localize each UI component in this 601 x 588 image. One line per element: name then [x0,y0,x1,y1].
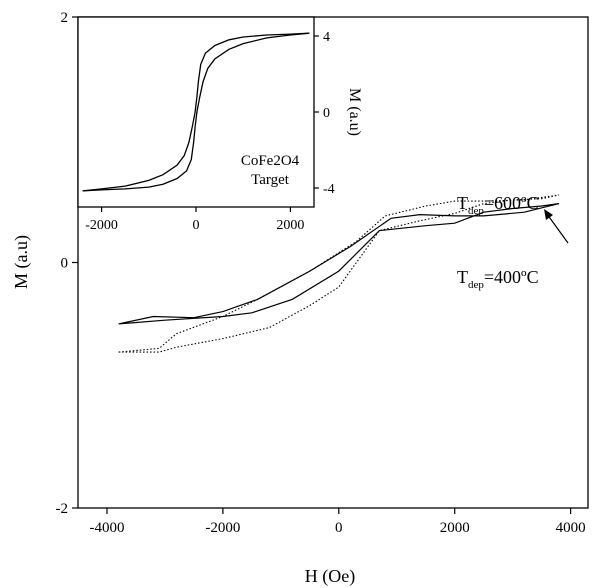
y-tick-label: 0 [61,256,69,272]
inset-series-group [82,32,310,192]
main-series-group [118,194,560,353]
y-tick-label: 2 [61,10,69,26]
inset-axis-ticks: -2000 0 2000 -4 0 4 [85,30,334,233]
inset-series-line [82,32,310,192]
x-tick-label: 4000 [556,520,586,536]
inset-x-tick-label: 0 [193,218,200,233]
inset-annotation-line1: CoFe2O4 [241,153,300,169]
inset-y-tick-label: -4 [323,182,335,197]
inset-series-line [82,32,310,192]
annotation-tdep-400: Tdep=400ºC [457,267,539,291]
x-tick-label: 2000 [440,520,470,536]
y-axis-label: M (a.u) [11,235,32,289]
x-tick-label: -2000 [205,520,240,536]
y-tick-label: -2 [56,501,69,517]
annotation-arrow-line [546,213,569,244]
main-axis-ticks: -4000 -2000 0 2000 4000 -2 0 2 [56,10,586,536]
x-axis-label: H (Oe) [305,566,355,587]
inset-annotation-line2: Target [251,172,290,188]
series-solid-line [118,203,560,325]
inset-y-tick-label: 4 [323,30,330,45]
inset-y-axis-label: M (a.u) [346,88,363,136]
inset-x-tick-label: 2000 [276,218,304,233]
annotation-arrowhead [544,209,553,220]
inset-x-tick-label: -2000 [85,218,118,233]
x-tick-label: 0 [335,520,343,536]
x-tick-label: -4000 [89,520,124,536]
inset-y-tick-label: 0 [323,106,330,121]
annotation-tdep-600: Tdep=600ºC [457,193,539,217]
